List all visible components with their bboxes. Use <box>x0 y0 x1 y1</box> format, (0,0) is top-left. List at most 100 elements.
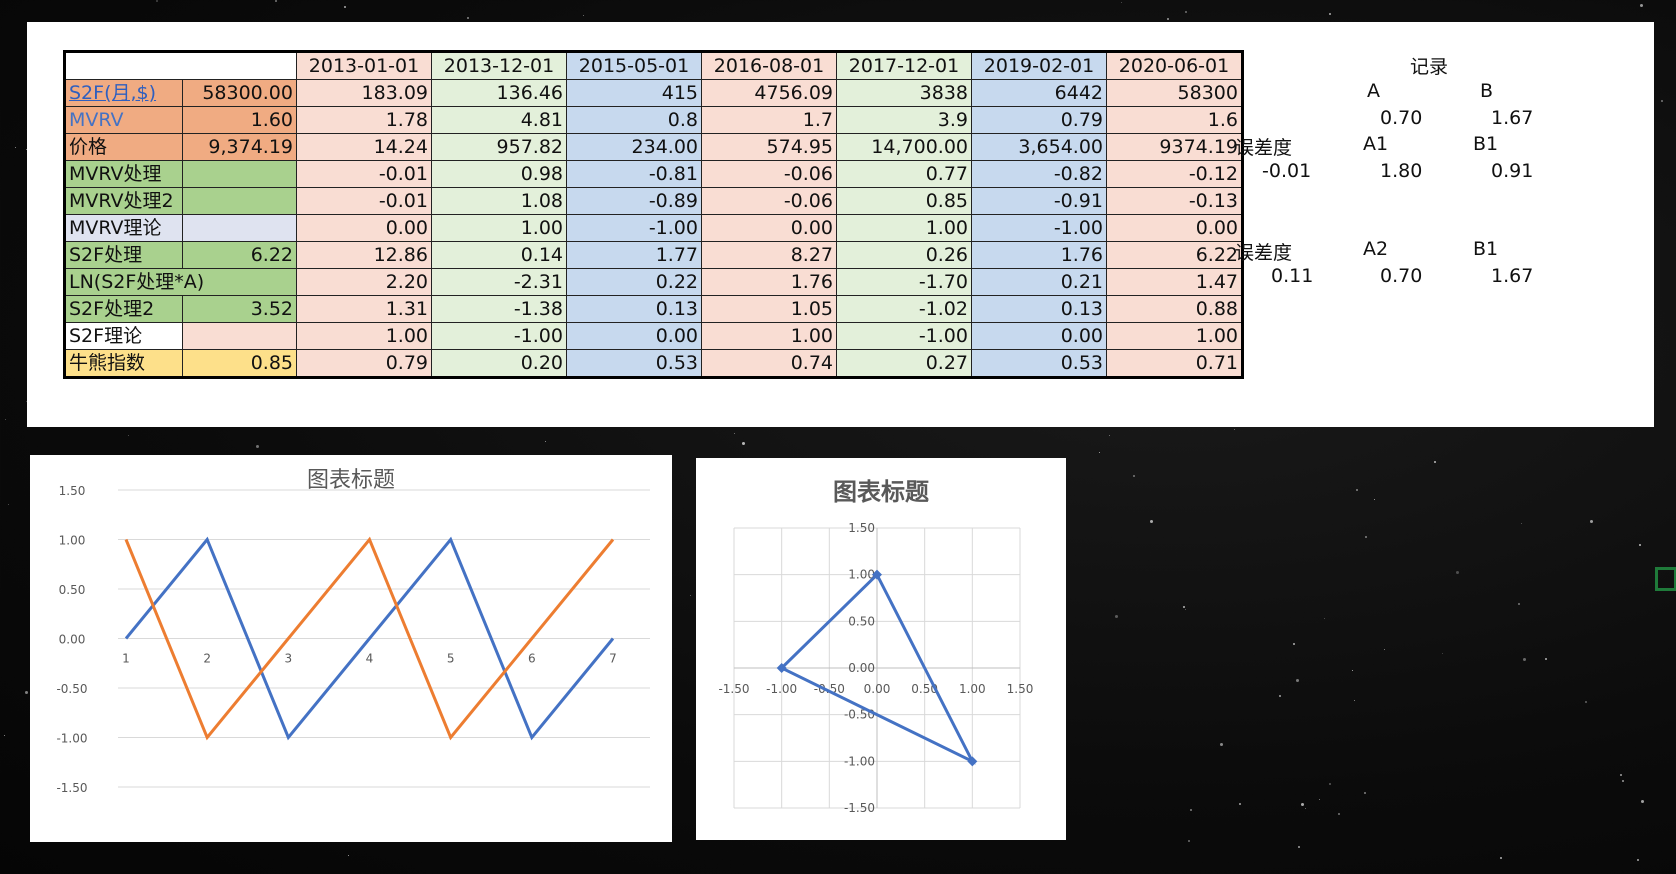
table-cell[interactable]: -0.81 <box>566 160 702 188</box>
table-cell[interactable]: 3.9 <box>836 106 972 134</box>
table-cell[interactable]: 1.00 <box>431 214 567 242</box>
row-param-value[interactable] <box>182 322 297 350</box>
row-label[interactable]: MVRV理论 <box>64 214 183 242</box>
column-header-date[interactable]: 2013-01-01 <box>296 51 432 80</box>
table-cell[interactable]: 1.00 <box>836 214 972 242</box>
row-param-value[interactable] <box>182 187 297 215</box>
table-cell[interactable]: 14,700.00 <box>836 133 972 161</box>
cell-selection-indicator[interactable] <box>1655 567 1676 591</box>
table-cell[interactable]: 1.77 <box>566 241 702 269</box>
table-cell[interactable]: 234.00 <box>566 133 702 161</box>
table-cell[interactable]: 957.82 <box>431 133 567 161</box>
row-param-value[interactable] <box>182 214 297 242</box>
table-cell[interactable]: -0.91 <box>971 187 1107 215</box>
table-cell[interactable]: 6442 <box>971 79 1107 107</box>
table-cell[interactable]: 574.95 <box>701 133 837 161</box>
table-cell[interactable]: -1.00 <box>836 322 972 350</box>
table-cell[interactable]: 0.98 <box>431 160 567 188</box>
table-cell[interactable]: 1.00 <box>701 322 837 350</box>
table-cell[interactable]: 415 <box>566 79 702 107</box>
table-cell[interactable]: -0.06 <box>701 187 837 215</box>
column-header-date[interactable]: 2015-05-01 <box>566 51 702 80</box>
table-cell[interactable]: -1.00 <box>566 214 702 242</box>
table-cell[interactable]: -0.82 <box>971 160 1107 188</box>
table-cell[interactable]: -1.00 <box>431 322 567 350</box>
table-cell[interactable]: 1.00 <box>1106 322 1243 350</box>
table-cell[interactable]: 3,654.00 <box>971 133 1107 161</box>
row-param-value[interactable]: 3.52 <box>182 295 297 323</box>
row-label[interactable]: MVRV处理 <box>64 160 183 188</box>
table-cell[interactable]: 0.14 <box>431 241 567 269</box>
table-cell[interactable]: -0.06 <box>701 160 837 188</box>
row-label[interactable]: 牛熊指数 <box>64 349 183 378</box>
table-cell[interactable]: 8.27 <box>701 241 837 269</box>
column-header-date[interactable]: 2020-06-01 <box>1106 51 1243 80</box>
row-label[interactable]: S2F处理2 <box>64 295 183 323</box>
table-cell[interactable]: 14.24 <box>296 133 432 161</box>
s2f-link[interactable]: S2F(月,$) <box>69 82 157 104</box>
table-cell[interactable]: -1.38 <box>431 295 567 323</box>
column-header-date[interactable]: 2019-02-01 <box>971 51 1107 80</box>
table-cell[interactable]: 0.8 <box>566 106 702 134</box>
table-cell[interactable]: 6.22 <box>1106 241 1243 269</box>
table-cell[interactable]: 0.00 <box>701 214 837 242</box>
row-label[interactable]: S2F(月,$) <box>64 79 183 107</box>
table-cell[interactable]: -0.89 <box>566 187 702 215</box>
table-cell[interactable]: 0.77 <box>836 160 972 188</box>
table-cell[interactable]: 0.53 <box>566 349 702 378</box>
table-cell[interactable]: 1.6 <box>1106 106 1243 134</box>
table-cell[interactable]: 4.81 <box>431 106 567 134</box>
table-cell[interactable]: 2.20 <box>296 268 432 296</box>
column-header-date[interactable]: 2016-08-01 <box>701 51 837 80</box>
column-header-date[interactable]: 2013-12-01 <box>431 51 567 80</box>
row-label[interactable]: S2F理论 <box>64 322 183 350</box>
table-cell[interactable]: -0.12 <box>1106 160 1243 188</box>
row-label[interactable]: MVRV处理2 <box>64 187 183 215</box>
table-cell[interactable]: -0.01 <box>296 160 432 188</box>
table-cell[interactable]: 0.74 <box>701 349 837 378</box>
table-cell[interactable]: 0.22 <box>566 268 702 296</box>
table-cell[interactable]: 0.00 <box>971 322 1107 350</box>
table-cell[interactable]: 0.53 <box>971 349 1107 378</box>
table-cell[interactable]: 0.85 <box>836 187 972 215</box>
row-label[interactable]: LN(S2F处理*A) <box>64 268 297 296</box>
table-cell[interactable]: 136.46 <box>431 79 567 107</box>
table-cell[interactable]: 0.27 <box>836 349 972 378</box>
table-cell[interactable]: 1.00 <box>296 322 432 350</box>
table-corner-cell[interactable] <box>64 51 297 80</box>
table-cell[interactable]: 0.26 <box>836 241 972 269</box>
row-label[interactable]: MVRV <box>64 106 183 134</box>
row-label[interactable]: 价格 <box>64 133 183 161</box>
line-chart-panel[interactable]: 图表标题 1.50 1.00 0.50 0.00 -0.50 -1.00 -1.50 1 2 3 4 5… <box>30 455 672 842</box>
table-cell[interactable]: 1.76 <box>701 268 837 296</box>
table-cell[interactable]: 0.88 <box>1106 295 1243 323</box>
row-param-value[interactable]: 6.22 <box>182 241 297 269</box>
table-cell[interactable]: 1.78 <box>296 106 432 134</box>
row-param-value[interactable]: 9,374.19 <box>182 133 297 161</box>
column-header-date[interactable]: 2017-12-01 <box>836 51 972 80</box>
table-cell[interactable]: 1.7 <box>701 106 837 134</box>
row-label[interactable]: S2F处理 <box>64 241 183 269</box>
row-param-value[interactable]: 58300.00 <box>182 79 297 107</box>
table-cell[interactable]: 58300 <box>1106 79 1243 107</box>
table-cell[interactable]: 0.79 <box>971 106 1107 134</box>
table-cell[interactable]: 1.76 <box>971 241 1107 269</box>
table-cell[interactable]: 12.86 <box>296 241 432 269</box>
table-cell[interactable]: 0.13 <box>971 295 1107 323</box>
table-cell[interactable]: 4756.09 <box>701 79 837 107</box>
table-cell[interactable]: 1.31 <box>296 295 432 323</box>
table-cell[interactable]: 0.00 <box>296 214 432 242</box>
table-cell[interactable]: 3838 <box>836 79 972 107</box>
table-cell[interactable]: -2.31 <box>431 268 567 296</box>
table-cell[interactable]: -1.02 <box>836 295 972 323</box>
table-cell[interactable]: 0.79 <box>296 349 432 378</box>
table-cell[interactable]: 0.20 <box>431 349 567 378</box>
table-cell[interactable]: 1.08 <box>431 187 567 215</box>
row-param-value[interactable]: 0.85 <box>182 349 297 378</box>
table-cell[interactable]: 183.09 <box>296 79 432 107</box>
table-cell[interactable]: 0.21 <box>971 268 1107 296</box>
table-cell[interactable]: 0.71 <box>1106 349 1243 378</box>
table-cell[interactable]: 1.05 <box>701 295 837 323</box>
table-cell[interactable]: 0.00 <box>1106 214 1243 242</box>
table-cell[interactable]: -0.13 <box>1106 187 1243 215</box>
